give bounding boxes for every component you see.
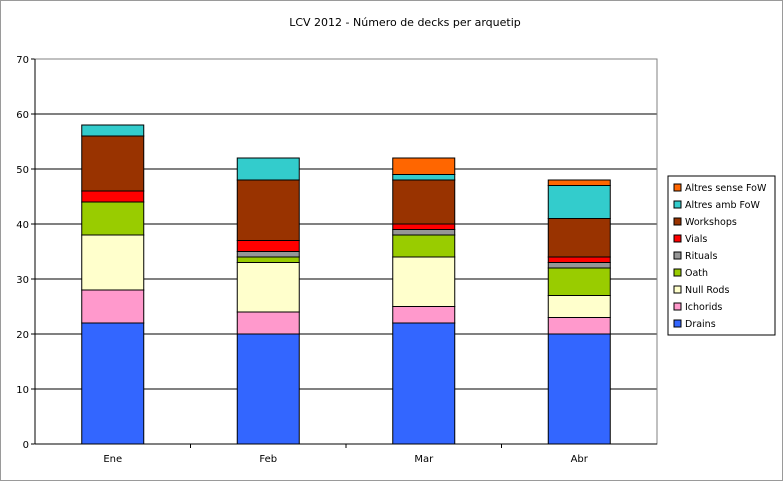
bar-segment-workshops xyxy=(236,179,300,241)
bar-segment-drains xyxy=(547,333,611,445)
bar-segment-oath xyxy=(236,256,300,263)
legend: Altres sense FoW Altres amb FoW Workshops V… xyxy=(667,175,776,336)
bar-segment-null-rods xyxy=(236,262,300,313)
x-tick-label: Ene xyxy=(103,454,122,465)
bar-segment-vials xyxy=(236,240,300,252)
bar-segment-altres-sense-fow xyxy=(392,157,456,175)
legend-swatch xyxy=(673,234,682,243)
y-tick-label: 10 xyxy=(16,385,29,396)
bar-segment-altres-amb-fow xyxy=(547,185,611,219)
bar-segment-oath xyxy=(392,234,456,258)
bar-segment-ichorids xyxy=(236,311,300,335)
bar-segment-null-rods xyxy=(81,234,145,291)
x-tick-label: Mar xyxy=(414,454,434,465)
bar-segment-ichorids xyxy=(547,317,611,335)
legend-label: Altres amb FoW xyxy=(685,200,760,211)
legend-label: Null Rods xyxy=(685,285,729,296)
y-tick-label: 40 xyxy=(16,220,29,231)
bar-segment-rituals xyxy=(236,251,300,258)
legend-label: Vials xyxy=(685,234,707,245)
bar-segment-vials xyxy=(81,190,145,203)
bar-segment-altres-sense-fow xyxy=(547,179,611,186)
legend-swatch xyxy=(673,217,682,226)
legend-swatch xyxy=(673,251,682,260)
legend-label: Altres sense FoW xyxy=(685,183,767,194)
legend-label: Rituals xyxy=(685,251,717,262)
y-tick-label: 60 xyxy=(16,110,29,121)
x-tick-label: Abr xyxy=(571,454,589,465)
legend-swatch xyxy=(673,200,682,209)
bar-segment-ichorids xyxy=(392,306,456,324)
legend-swatch xyxy=(673,302,682,311)
bar-segment-workshops xyxy=(547,218,611,258)
bars xyxy=(81,124,611,445)
bar-segment-ichorids xyxy=(81,289,145,324)
bar-segment-null-rods xyxy=(392,256,456,307)
bar-segment-altres-amb-fow xyxy=(392,174,456,181)
bar-segment-workshops xyxy=(392,179,456,225)
x-tick-label: Feb xyxy=(259,454,277,465)
bar-segment-drains xyxy=(236,333,300,445)
legend-swatch xyxy=(673,285,682,294)
bar-segment-rituals xyxy=(547,262,611,269)
legend-label: Drains xyxy=(685,319,716,330)
chart-title: LCV 2012 - Número de decks per arquetip xyxy=(289,16,521,29)
bar-segment-altres-amb-fow xyxy=(236,157,300,181)
bar-segment-drains xyxy=(81,322,145,445)
y-tick-label: 50 xyxy=(16,165,29,176)
bar-segment-vials xyxy=(547,256,611,263)
bar-segment-rituals xyxy=(392,229,456,236)
legend-swatch xyxy=(673,268,682,277)
bar-segment-oath xyxy=(547,267,611,296)
y-tick-label: 30 xyxy=(16,275,29,286)
y-tick-label: 20 xyxy=(16,330,29,341)
legend-swatch xyxy=(673,319,682,328)
bar-segment-workshops xyxy=(81,135,145,192)
y-tick-label: 0 xyxy=(23,440,29,451)
bar-segment-oath xyxy=(81,201,145,236)
legend-label: Ichorids xyxy=(685,302,722,313)
axes: 0 10 20 30 40 50 60 70 Ene Feb Mar Abr xyxy=(16,55,658,465)
bar-segment-null-rods xyxy=(547,295,611,318)
legend-box xyxy=(667,175,776,336)
legend-label: Workshops xyxy=(685,217,737,228)
bar-segment-drains xyxy=(392,322,456,445)
bar-segment-altres-amb-fow xyxy=(81,124,145,137)
bar-segment-vials xyxy=(392,223,456,230)
y-tick-label: 70 xyxy=(16,55,29,66)
legend-label: Oath xyxy=(685,268,708,279)
legend-swatch xyxy=(673,183,682,192)
